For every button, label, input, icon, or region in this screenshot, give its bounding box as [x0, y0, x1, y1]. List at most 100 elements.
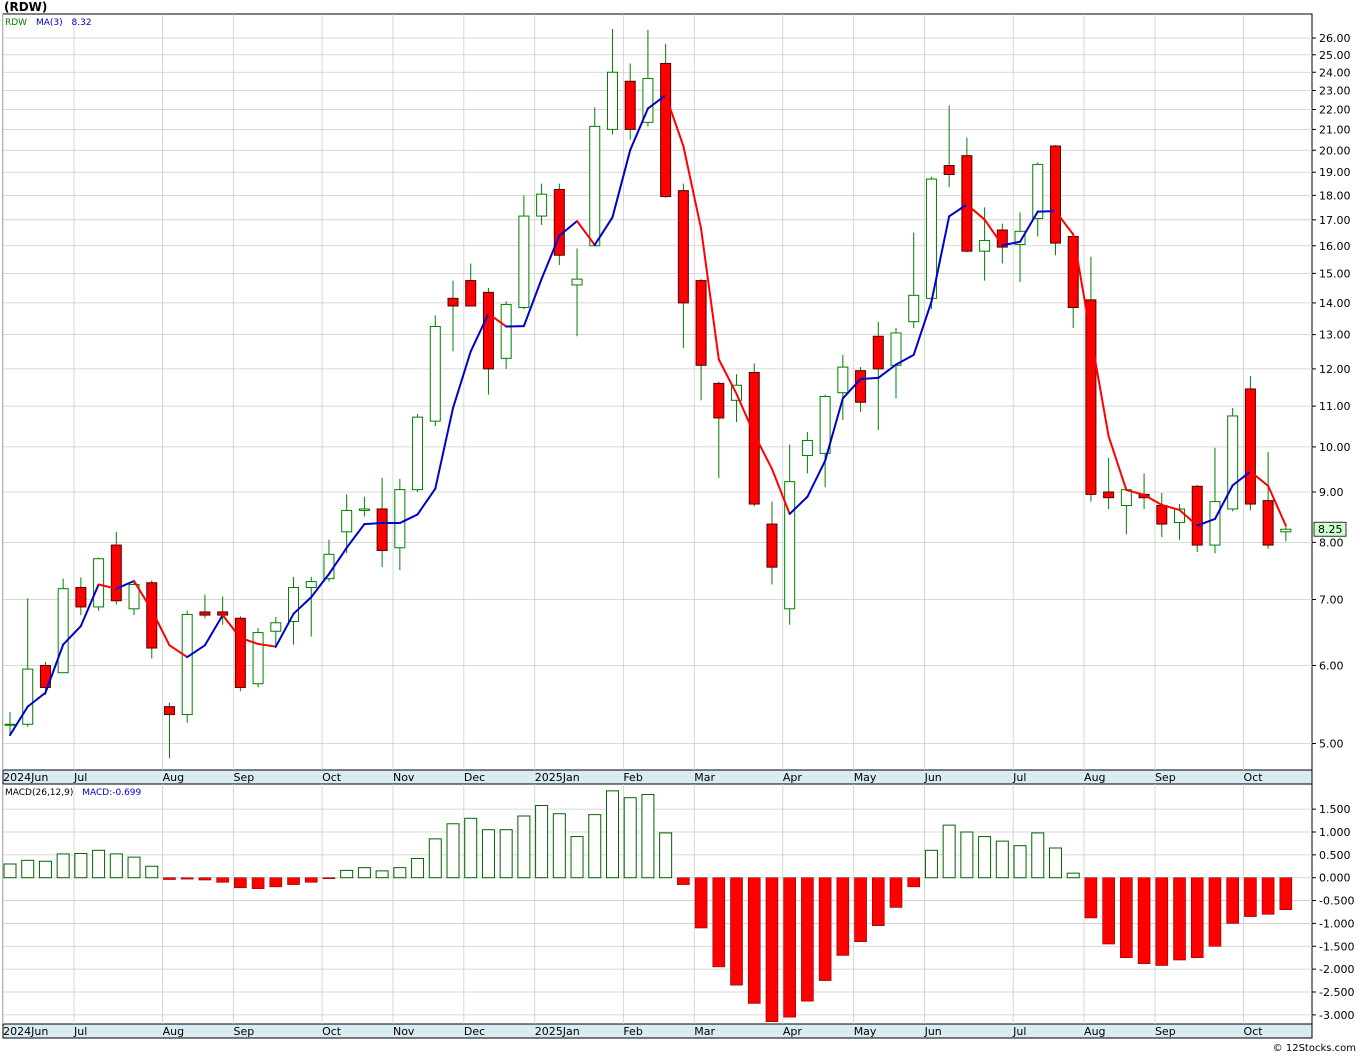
macd-bar-positive	[499, 829, 513, 879]
macd-bar-negative	[1261, 877, 1275, 915]
price-tick-label: 21.00	[1319, 123, 1351, 136]
price-tick-label: 22.00	[1319, 103, 1351, 116]
price-grid	[2, 14, 1312, 770]
macd-month-label: Jul	[73, 1025, 87, 1038]
macd-bar-negative	[1137, 877, 1151, 964]
ma3-segment	[115, 579, 136, 590]
macd-bar-negative	[1120, 877, 1133, 959]
price-month-label: Sep	[1155, 771, 1176, 784]
candle-down	[1067, 236, 1079, 309]
ma3-segment	[522, 277, 543, 328]
macd-month-label: May	[854, 1025, 877, 1038]
macd-month-label: Oct	[322, 1025, 342, 1038]
ma3-segment	[753, 433, 773, 470]
ma3-segment	[576, 220, 596, 246]
candle-down	[75, 586, 87, 608]
ma3-segment	[274, 612, 295, 648]
ma3-segment	[1160, 504, 1181, 511]
candle-down	[855, 370, 867, 403]
macd-bar-negative	[287, 877, 300, 885]
candle-up	[181, 613, 193, 716]
ma3-segment	[1089, 335, 1110, 438]
macd-panel	[2, 783, 1313, 1025]
macd-month-label: Aug	[1084, 1025, 1105, 1038]
ma3-segment	[97, 583, 118, 590]
candle-down	[1262, 500, 1274, 546]
macd-tick-label: -2.500	[1319, 986, 1354, 999]
macd-bar-positive	[21, 859, 35, 879]
macd-bar-negative	[836, 877, 850, 956]
price-tick-label: 8.00	[1319, 536, 1344, 549]
macd-bar-negative	[216, 877, 229, 883]
ma3-segment	[1001, 240, 1022, 247]
candle-up	[288, 586, 300, 622]
price-month-label: Mar	[694, 771, 715, 784]
price-month-label: Oct	[1244, 771, 1264, 784]
ma3-segment	[398, 513, 419, 525]
macd-bar-positive	[960, 831, 974, 879]
price-month-label: Apr	[783, 771, 803, 784]
macd-bar-positive	[38, 860, 52, 879]
candle-down	[1049, 145, 1061, 244]
ma3-segment	[44, 643, 65, 694]
legend-macd-params: MACD(26,12,9)	[5, 788, 73, 798]
ma3-segment	[1019, 210, 1039, 243]
ma3-segment	[79, 583, 100, 628]
macd-bar-negative	[322, 877, 336, 880]
candle-up	[429, 325, 441, 422]
macd-bar-positive	[464, 817, 478, 879]
price-tick-label: 18.00	[1319, 189, 1351, 202]
macd-legend: MACD(26,12,9) MACD:-0.699	[5, 788, 142, 798]
macd-bar-negative	[677, 877, 690, 885]
candle-up	[819, 395, 831, 454]
price-tick-label: 11.00	[1319, 400, 1351, 413]
candle-up	[412, 416, 424, 491]
candle-up	[1014, 230, 1026, 245]
macd-bar-negative	[801, 877, 814, 1002]
candle-up	[1280, 528, 1292, 533]
macd-bar-positive	[92, 849, 106, 879]
chart-title: (RDW)	[4, 0, 47, 14]
candle-down	[1191, 485, 1203, 546]
ma3-segment	[806, 459, 827, 498]
candle-down	[766, 523, 778, 568]
price-tick-label: 24.00	[1319, 66, 1351, 79]
price-tick-label: 26.00	[1319, 32, 1351, 45]
macd-bar-positive	[1013, 845, 1027, 879]
price-month-label: Jun	[924, 771, 942, 784]
macd-month-label: 2024Jun	[3, 1025, 48, 1038]
candle-down	[146, 582, 158, 649]
legend-macd-value: MACD:-0.699	[82, 788, 141, 798]
macd-bar-positive	[552, 813, 566, 879]
macd-bar-negative	[694, 877, 708, 929]
candle-up	[394, 489, 406, 549]
macd-tick-label: -0.500	[1319, 895, 1354, 908]
macd-y-axis: 1.500 1.000 0.500 0.000 -0.500 -1.000 -1.500 -2…	[1312, 803, 1354, 1022]
candle-up	[571, 278, 583, 286]
ma3-segment	[469, 312, 490, 353]
candle-up	[128, 584, 140, 610]
macd-bar-negative	[1190, 877, 1204, 959]
candle-down	[677, 190, 689, 304]
ma3-segment	[452, 350, 472, 410]
macd-xaxis-strip	[2, 1023, 1313, 1039]
ma3-segment	[1213, 484, 1234, 520]
price-legend: RDW MA(3) 8.32	[5, 18, 92, 28]
ma3-segment	[1054, 210, 1075, 236]
ma3-segment	[912, 300, 933, 356]
price-month-label: Sep	[234, 771, 255, 784]
macd-bar-positive	[446, 823, 460, 879]
macd-month-label: Jul	[1012, 1025, 1026, 1038]
macd-bar-negative	[1244, 877, 1257, 917]
candle-up	[518, 215, 530, 309]
macd-bar-positive	[109, 853, 123, 879]
macd-bar-negative	[889, 877, 903, 908]
ma3-segment	[292, 596, 313, 615]
candle-down	[234, 617, 246, 688]
ma3-segment	[416, 487, 437, 516]
candle-up	[93, 558, 105, 608]
ma3-segment	[257, 642, 277, 648]
macd-tick-label: -1.500	[1319, 940, 1354, 953]
ma3-segment	[948, 203, 968, 218]
